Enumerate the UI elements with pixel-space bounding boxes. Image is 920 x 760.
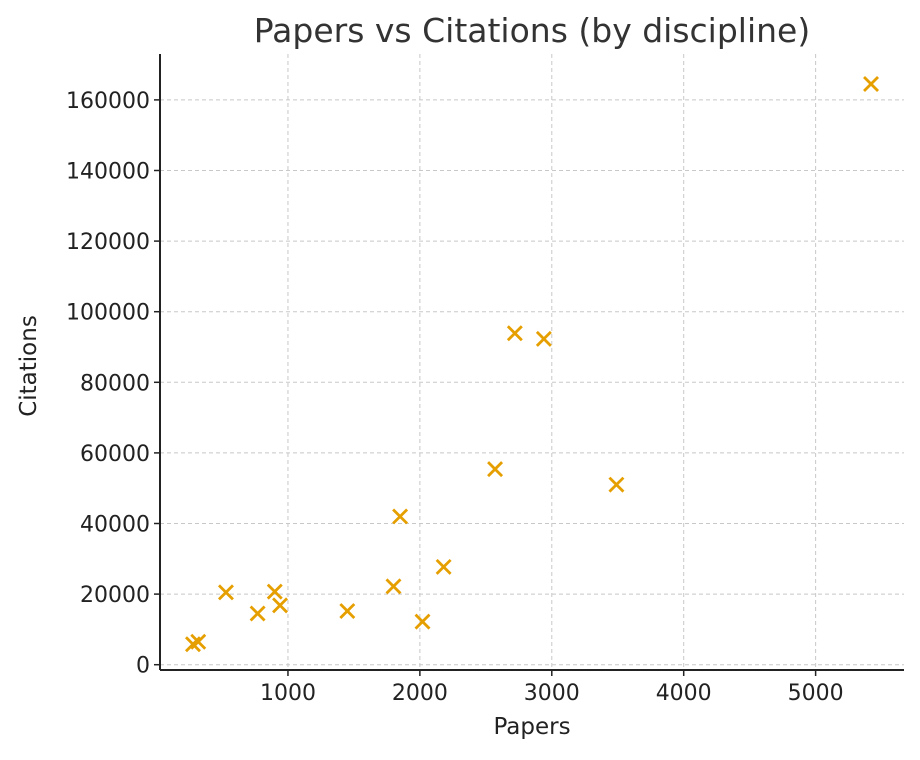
data-point-stroke [339, 603, 356, 620]
data-point-stroke [392, 508, 409, 525]
x-tick-label: 3000 [524, 681, 580, 706]
y-tick-label: 80000 [80, 371, 150, 396]
data-point-stroke [863, 76, 880, 92]
data-point [272, 597, 289, 614]
y-tick-label: 20000 [80, 583, 150, 608]
data-point-stroke [535, 330, 552, 347]
data-point [266, 583, 283, 600]
data-point-stroke [608, 476, 625, 493]
data-point [414, 613, 431, 630]
data-point [863, 76, 880, 92]
y-tick-label: 120000 [66, 230, 150, 255]
data-points [184, 76, 880, 653]
data-point [535, 330, 552, 347]
data-point-stroke [217, 584, 234, 601]
x-tick-label: 1000 [260, 681, 316, 706]
data-point [385, 578, 402, 595]
data-point [435, 558, 452, 575]
x-tick-label: 5000 [788, 681, 844, 706]
data-point-stroke [414, 613, 431, 630]
y-tick-label: 60000 [80, 442, 150, 467]
data-point [190, 633, 207, 650]
data-point-stroke [487, 461, 504, 478]
x-tick-label: 2000 [392, 681, 448, 706]
data-point [487, 461, 504, 478]
grid-layer [160, 54, 904, 670]
tick-layer: 1000 2000 3000 4000 5000 0 20000 40000 60000 8000… [66, 89, 844, 706]
y-tick-label: 40000 [80, 513, 150, 538]
data-point-stroke [385, 578, 402, 595]
x-axis-label: Papers [493, 714, 570, 740]
x-tick-label: 4000 [656, 681, 712, 706]
axes-layer [159, 54, 904, 671]
data-point [506, 325, 523, 342]
data-point [339, 603, 356, 620]
data-point [217, 584, 234, 601]
data-point-stroke [272, 597, 289, 614]
data-point [392, 508, 409, 525]
y-tick-label: 100000 [66, 301, 150, 326]
data-point-stroke [435, 558, 452, 575]
data-point-stroke [249, 605, 266, 622]
data-point-stroke [266, 583, 283, 600]
y-tick-label: 140000 [66, 159, 150, 184]
data-point-stroke [190, 633, 207, 650]
y-tick-label: 0 [136, 654, 150, 679]
y-axis-label: Citations [16, 315, 42, 417]
data-point [608, 476, 625, 493]
y-tick-label: 160000 [66, 89, 150, 114]
data-point-stroke [506, 325, 523, 342]
chart-title: Papers vs Citations (by discipline) [254, 11, 810, 50]
data-point [249, 605, 266, 622]
